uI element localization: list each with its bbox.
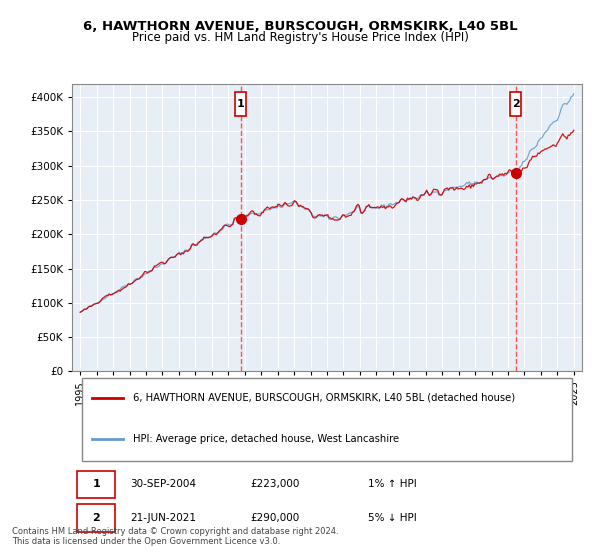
Text: 6, HAWTHORN AVENUE, BURSCOUGH, ORMSKIRK, L40 5BL (detached house): 6, HAWTHORN AVENUE, BURSCOUGH, ORMSKIRK,… bbox=[133, 393, 515, 403]
Text: 2: 2 bbox=[92, 513, 100, 523]
Text: 1: 1 bbox=[92, 479, 100, 489]
FancyBboxPatch shape bbox=[235, 92, 247, 116]
Text: 2: 2 bbox=[512, 99, 520, 109]
FancyBboxPatch shape bbox=[82, 378, 572, 461]
FancyBboxPatch shape bbox=[510, 92, 521, 116]
Text: Price paid vs. HM Land Registry's House Price Index (HPI): Price paid vs. HM Land Registry's House … bbox=[131, 31, 469, 44]
Text: 6, HAWTHORN AVENUE, BURSCOUGH, ORMSKIRK, L40 5BL: 6, HAWTHORN AVENUE, BURSCOUGH, ORMSKIRK,… bbox=[83, 20, 517, 32]
Text: Contains HM Land Registry data © Crown copyright and database right 2024.
This d: Contains HM Land Registry data © Crown c… bbox=[12, 526, 338, 546]
Text: HPI: Average price, detached house, West Lancashire: HPI: Average price, detached house, West… bbox=[133, 434, 400, 444]
Text: 5% ↓ HPI: 5% ↓ HPI bbox=[368, 513, 416, 523]
Text: 1: 1 bbox=[237, 99, 245, 109]
Text: 30-SEP-2004: 30-SEP-2004 bbox=[131, 479, 197, 489]
FancyBboxPatch shape bbox=[77, 505, 115, 532]
Text: £223,000: £223,000 bbox=[251, 479, 300, 489]
Text: £290,000: £290,000 bbox=[251, 513, 300, 523]
Text: 1% ↑ HPI: 1% ↑ HPI bbox=[368, 479, 416, 489]
FancyBboxPatch shape bbox=[77, 470, 115, 498]
Text: 21-JUN-2021: 21-JUN-2021 bbox=[131, 513, 197, 523]
